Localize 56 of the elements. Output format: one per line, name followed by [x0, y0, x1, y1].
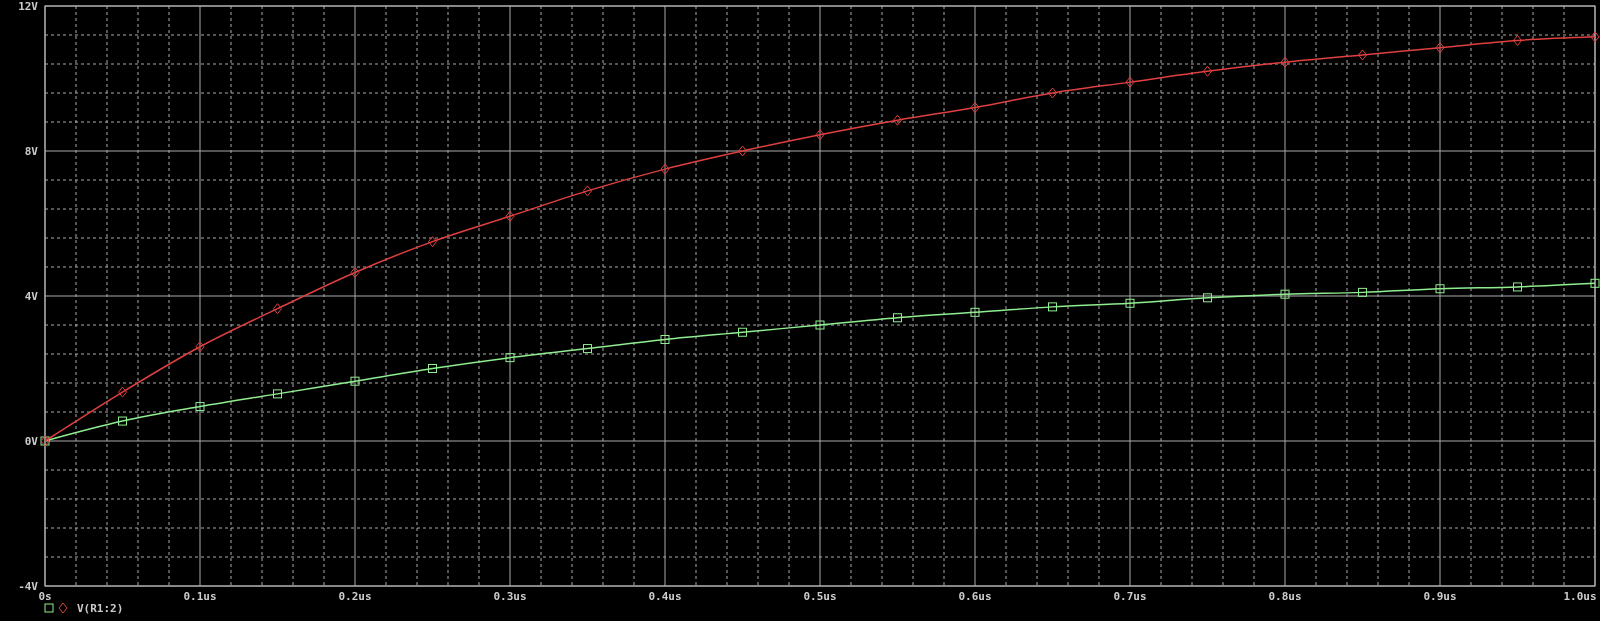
legend-label: V(R1:2)	[77, 602, 124, 615]
x-tick-label: 0.5us	[803, 590, 837, 603]
point	[350, 266, 360, 278]
point	[350, 376, 360, 386]
point	[118, 416, 127, 426]
point	[893, 313, 902, 323]
point	[1280, 56, 1290, 68]
x-tick-label: 0.3us	[493, 590, 527, 603]
point	[970, 307, 980, 317]
point	[1048, 87, 1057, 99]
point	[1435, 42, 1445, 54]
point	[1358, 49, 1367, 61]
x-tick-label: 0.1us	[183, 590, 217, 603]
point	[1358, 287, 1367, 297]
x-tick-label: 0.6us	[958, 590, 992, 603]
point	[583, 185, 592, 197]
point	[428, 236, 437, 248]
point	[1513, 34, 1522, 46]
y-tick-label: 4V	[24, 289, 39, 303]
point	[970, 102, 980, 113]
point	[1125, 76, 1135, 88]
point	[195, 402, 205, 412]
point	[195, 341, 205, 353]
point	[815, 129, 825, 141]
point	[738, 327, 747, 337]
x-tick-label: 0.2us	[338, 590, 372, 603]
x-tick-label: 0.4us	[648, 590, 682, 603]
x-tick-label: 0.7us	[1113, 590, 1147, 603]
y-tick-label: -4V	[18, 579, 39, 593]
point	[1590, 278, 1600, 288]
point	[273, 389, 282, 399]
x-tick-label: 0.9us	[1423, 590, 1457, 603]
point	[660, 335, 670, 344]
point	[505, 353, 515, 363]
point	[1513, 282, 1522, 292]
point	[1125, 298, 1135, 308]
point	[1280, 289, 1290, 299]
x-tick-label: 1.0us	[1563, 590, 1597, 603]
point	[583, 344, 592, 354]
x-tick-label: 0.8us	[1268, 590, 1302, 603]
point	[660, 163, 670, 175]
point	[1435, 284, 1445, 294]
point	[893, 114, 902, 126]
y-tick-label: 0V	[24, 434, 39, 448]
point	[738, 145, 747, 157]
point	[1048, 302, 1057, 312]
point	[1590, 31, 1600, 43]
y-tick-label: 12V	[18, 0, 39, 13]
x-tick-label: 0s	[38, 590, 52, 603]
point	[273, 303, 282, 315]
point	[1203, 293, 1212, 303]
point	[118, 386, 127, 398]
point	[815, 320, 825, 330]
y-tick-label: 8V	[24, 144, 39, 158]
point	[505, 210, 515, 222]
point	[1203, 65, 1212, 77]
